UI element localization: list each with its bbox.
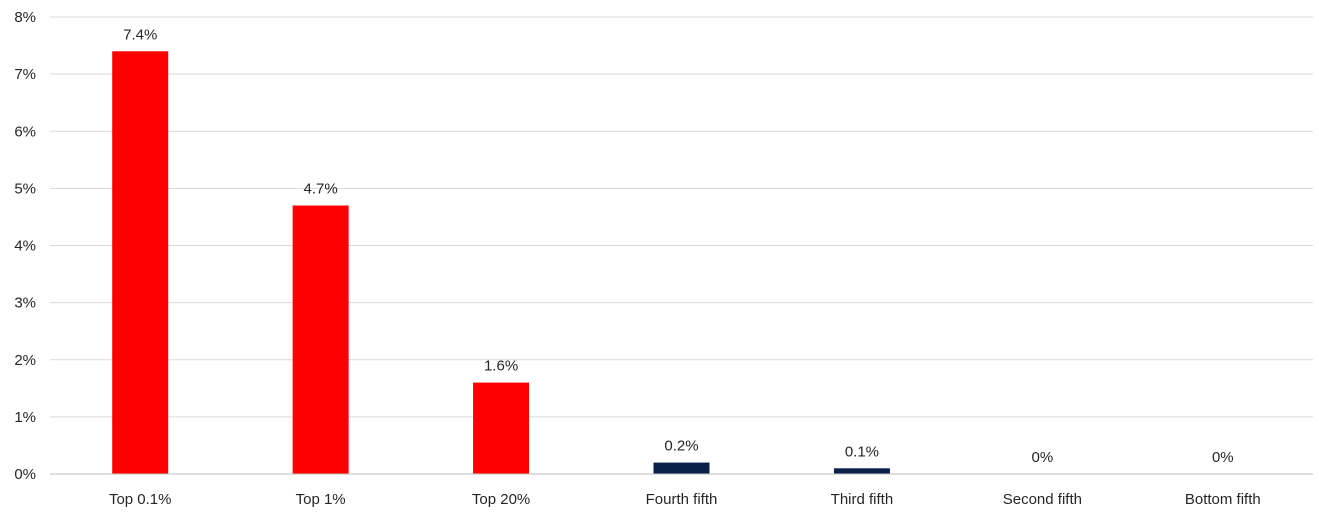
data-label: 0.1% [845, 443, 879, 460]
category-label: Fourth fifth [646, 491, 718, 508]
bar [473, 382, 530, 474]
category-label: Top 1% [296, 491, 346, 508]
y-tick-label: 3% [14, 295, 36, 312]
data-label: 0% [1212, 449, 1234, 466]
y-tick-label: 0% [14, 466, 36, 483]
data-label: 4.7% [304, 181, 338, 198]
category-label: Second fifth [1003, 491, 1082, 508]
category-label: Top 20% [472, 491, 530, 508]
bars [112, 51, 890, 475]
data-label: 0% [1032, 449, 1054, 466]
data-label: 1.6% [484, 358, 518, 375]
data-labels: 7.4% 4.7% 1.6% 0.2% 0.1% 0% 0% [123, 26, 1234, 466]
bar [653, 462, 710, 474]
y-tick-label: 5% [14, 180, 36, 197]
bar [833, 468, 890, 474]
y-tick-label: 6% [14, 123, 36, 140]
data-label: 0.2% [664, 438, 698, 455]
category-label: Third fifth [831, 491, 894, 508]
category-label: Bottom fifth [1185, 491, 1261, 508]
y-tick-label: 8% [14, 9, 36, 26]
category-label: Top 0.1% [109, 491, 172, 508]
y-tick-label: 2% [14, 352, 36, 369]
y-tick-label: 4% [14, 238, 36, 255]
y-axis-tick-labels: 0% 1% 2% 3% 4% 5% 6% 7% 8% [14, 9, 36, 483]
y-tick-label: 7% [14, 66, 36, 83]
bar [112, 51, 169, 475]
gridlines [50, 16, 1313, 418]
bar [292, 205, 349, 474]
y-tick-label: 1% [14, 409, 36, 426]
data-label: 7.4% [123, 26, 157, 43]
category-labels: Top 0.1% Top 1% Top 20% Fourth fifth Third f… [109, 491, 1261, 508]
